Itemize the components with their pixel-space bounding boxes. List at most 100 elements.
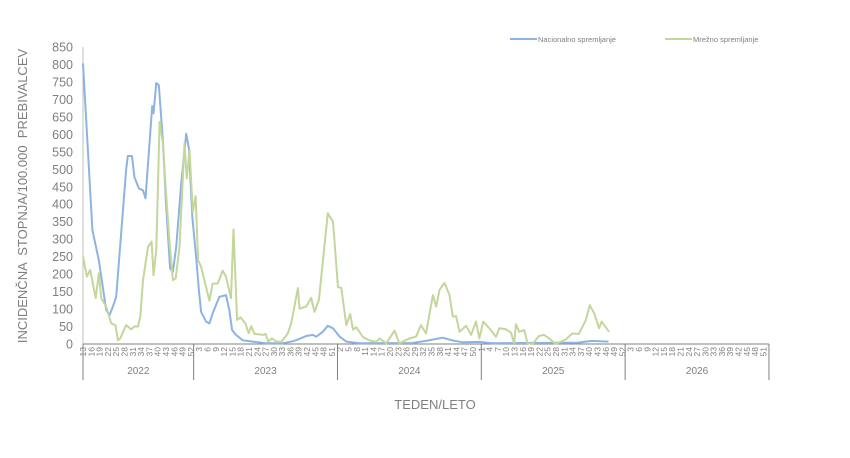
series-line-national [82, 63, 609, 345]
x-tick-label-week: 33 [277, 347, 287, 357]
x-tick-label-week: 15 [227, 347, 237, 357]
x-tick-label-week: 8 [352, 347, 362, 352]
x-tick-label-week: 51 [758, 347, 768, 357]
x-tick-label-week: 30 [700, 347, 710, 357]
y-tick-label: 700 [52, 93, 73, 107]
y-tick-label: 550 [52, 145, 73, 159]
x-tick-label-week: 26 [402, 347, 412, 357]
x-tick-label-week: 9 [642, 347, 652, 352]
x-tick-label-week: 34 [136, 347, 146, 357]
y-tick-label: 600 [52, 128, 73, 142]
y-axis-title: INCIDENČNA STOPNJA/100.000 PREBIVALCEV [15, 49, 30, 344]
x-tick-label-week: 3 [626, 347, 636, 352]
x-tick-label-week: 40 [153, 347, 163, 357]
x-tick-label-week: 39 [294, 347, 304, 357]
x-tick-label-week: 4 [485, 347, 495, 352]
x-tick-label-week: 13 [78, 347, 88, 357]
y-tick-label: 450 [52, 180, 73, 194]
x-tick-label-week: 41 [443, 347, 453, 357]
x-tick-label-week: 12 [651, 347, 661, 357]
x-axis: 1316192225283134374043464952202236912151… [78, 343, 770, 380]
x-year-label: 2022 [127, 366, 150, 377]
x-tick-label-week: 47 [460, 347, 470, 357]
x-tick-label-week: 18 [236, 347, 246, 357]
x-tick-label-week: 13 [509, 347, 519, 357]
y-tick-label: 500 [52, 163, 73, 177]
x-tick-label-week: 9 [211, 347, 221, 352]
x-tick-label-week: 37 [576, 347, 586, 357]
x-tick-label-week: 22 [534, 347, 544, 357]
x-tick-label-week: 14 [368, 347, 378, 357]
x-tick-label-week: 10 [501, 347, 511, 357]
series-line-network [82, 120, 610, 345]
x-tick-label-week: 7 [493, 347, 503, 352]
x-tick-label-week: 43 [161, 347, 171, 357]
x-tick-label-week: 21 [244, 347, 254, 357]
x-tick-label-week: 34 [568, 347, 578, 357]
x-tick-label-week: 28 [551, 347, 561, 357]
x-tick-label-week: 29 [410, 347, 420, 357]
x-tick-label-week: 42 [734, 347, 744, 357]
y-tick-label: 350 [52, 215, 73, 229]
y-tick-label: 200 [52, 268, 73, 282]
x-tick-label-week: 52 [617, 347, 627, 357]
x-tick-label-week: 19 [526, 347, 536, 357]
y-tick-label: 100 [52, 303, 73, 317]
x-year-label: 2024 [398, 366, 421, 377]
x-tick-label-week: 16 [518, 347, 528, 357]
y-tick-label: 0 [66, 338, 73, 352]
y-tick-label: 300 [52, 233, 73, 247]
x-tick-label-week: 44 [451, 347, 461, 357]
x-tick-label-week: 40 [584, 347, 594, 357]
x-tick-label-week: 48 [319, 347, 329, 357]
x-tick-label-week: 45 [310, 347, 320, 357]
x-tick-label-week: 6 [634, 347, 644, 352]
y-tick-label: 650 [52, 110, 73, 124]
y-tick-label: 750 [52, 75, 73, 89]
x-tick-label-week: 43 [592, 347, 602, 357]
x-tick-label-week: 17 [377, 347, 387, 357]
x-axis-title: TEDEN/LETO [394, 397, 475, 412]
x-tick-label-week: 1 [476, 347, 486, 352]
x-tick-label-week: 46 [601, 347, 611, 357]
x-tick-label-week: 5 [344, 347, 354, 352]
x-tick-label-week: 38 [435, 347, 445, 357]
x-tick-label-week: 15 [659, 347, 669, 357]
x-tick-label-week: 31 [559, 347, 569, 357]
legend-label: Nacionalno spremljanje [538, 35, 616, 44]
x-tick-label-week: 28 [119, 347, 129, 357]
x-tick-label-week: 24 [252, 347, 262, 357]
x-tick-label-week: 46 [169, 347, 179, 357]
x-tick-label-week: 11 [360, 347, 370, 356]
x-tick-label-week: 31 [128, 347, 138, 357]
x-tick-label-week: 22 [103, 347, 113, 357]
x-tick-label-week: 49 [178, 347, 188, 357]
x-tick-label-week: 16 [86, 347, 96, 357]
x-tick-label-week: 45 [742, 347, 752, 357]
x-tick-label-week: 48 [750, 347, 760, 357]
y-tick-label: 800 [52, 58, 73, 72]
x-tick-label-week: 18 [667, 347, 677, 357]
x-tick-label-week: 36 [717, 347, 727, 357]
x-tick-label-week: 33 [709, 347, 719, 357]
y-tick-label: 850 [52, 41, 73, 55]
x-tick-label-week: 3 [194, 347, 204, 352]
legend-label: Mrežno spremljanje [693, 35, 758, 44]
x-tick-label-week: 27 [261, 347, 271, 357]
x-tick-label-week: 23 [393, 347, 403, 357]
y-axis: 0 50 100 150 200 250 300 350 400 450 500 550 600 650 7… [52, 41, 84, 352]
x-tick-label-week: 12 [219, 347, 229, 357]
x-tick-label-week: 42 [302, 347, 312, 357]
x-tick-label-week: 21 [675, 347, 685, 357]
x-tick-label-week: 20 [385, 347, 395, 357]
y-tick-label: 250 [52, 250, 73, 264]
plot-area [82, 63, 610, 345]
x-tick-label-week: 49 [609, 347, 619, 357]
x-tick-label-week: 6 [202, 347, 212, 352]
x-tick-label-week: 25 [111, 347, 121, 357]
x-year-label: 2023 [254, 366, 277, 377]
x-tick-label-week: 24 [684, 347, 694, 357]
y-tick-label: 150 [52, 285, 73, 299]
x-tick-label-week: 37 [144, 347, 154, 357]
